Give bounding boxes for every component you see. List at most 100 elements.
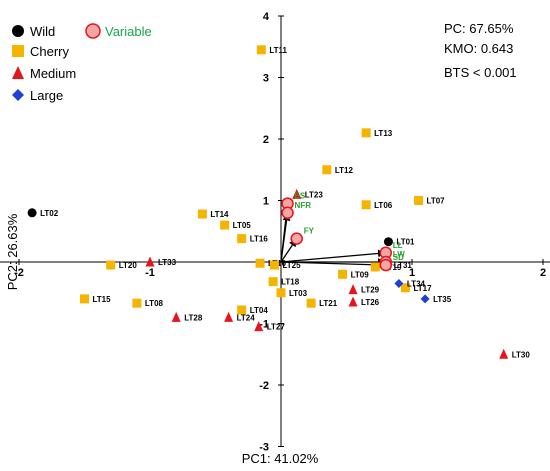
point-marker-lt08 (132, 298, 142, 308)
legend-label: Large (30, 88, 63, 103)
point-marker-lt05 (220, 220, 230, 230)
point-label: LT25 (282, 261, 301, 270)
point-label: LT33 (158, 258, 177, 267)
point-marker-lt24 (224, 311, 234, 322)
point-label: LT16 (250, 235, 269, 244)
stat-kmo: KMO: 0.643 (444, 41, 513, 56)
point-label: LT24 (237, 313, 256, 322)
y-axis-title: PC2: 26.63% (5, 213, 20, 290)
point-label: LT17 (413, 284, 432, 293)
point-label: LT06 (374, 201, 393, 210)
point-marker-lt29 (348, 284, 358, 295)
y-tick-label: 3 (263, 73, 269, 85)
point-label: LT30 (512, 350, 531, 359)
y-tick-label: -1 (259, 319, 269, 331)
variable-marker-sd (379, 258, 393, 272)
point-label: LT07 (427, 197, 446, 206)
point-label: LT04 (250, 306, 269, 315)
y-tick-label: -3 (259, 442, 269, 454)
point-label: LT21 (319, 299, 338, 308)
point-label: LT05 (233, 221, 252, 230)
point-label: LT13 (374, 129, 393, 138)
point-marker-lt13 (361, 128, 371, 138)
legend-marker-cherry (12, 45, 24, 57)
legend-marker-wild (12, 25, 24, 37)
variable-label: NFR (295, 201, 312, 210)
legend: Wild Cherry Medium Large Variable (12, 23, 152, 103)
variable-arrow (280, 212, 291, 263)
legend-label: Wild (30, 24, 55, 39)
y-tick-group: 4 3 2 1 -1 -2 -3 (259, 11, 284, 454)
point-marker-lt15 (80, 294, 89, 304)
point-label: LT01 (396, 238, 415, 247)
point-marker-lt26 (348, 296, 358, 307)
stat-pc: PC: 67.65% (444, 21, 514, 36)
point-label: LT26 (361, 298, 380, 307)
point-marker-lt33 (145, 256, 155, 267)
variable-label: FY (304, 227, 315, 236)
point-marker-lt01 (383, 237, 393, 247)
point-marker-lt21 (306, 298, 316, 308)
variable-arrow (280, 249, 386, 263)
point-label: LT09 (351, 270, 370, 279)
point-marker-lt20 (106, 260, 116, 270)
point-label: LT34 (407, 280, 426, 289)
point-marker-lt04 (237, 305, 247, 315)
variable-label: LL (393, 241, 403, 250)
x-axis-title: PC1: 41.02% (242, 451, 319, 466)
x-tick-label: -1 (145, 267, 155, 279)
legend-marker-large (12, 89, 24, 101)
point-label: LT14 (210, 210, 229, 219)
point-marker-lt34 (394, 279, 404, 289)
point-marker-lt27 (254, 321, 264, 332)
point-marker-lt03 (276, 288, 286, 298)
observation-points: LT02 LT01 LT11 LT13 LT12 LT07 LT06 LT14 LT05 LT16… (27, 45, 531, 359)
point-marker-lt09 (338, 269, 348, 279)
point-label: LT31 (394, 261, 413, 270)
point-label: LT23 (305, 190, 324, 199)
point-label: LT27 (267, 323, 286, 332)
variable-marker-fy (290, 232, 303, 245)
point-marker-lt12 (322, 165, 332, 175)
point-marker-lt10 (255, 258, 265, 268)
point-marker-lt06 (361, 200, 371, 210)
point-label: LT12 (335, 166, 354, 175)
legend-label: Cherry (30, 44, 70, 59)
point-label: LT28 (184, 313, 203, 322)
x-tick-label: -2 (14, 267, 24, 279)
point-marker-lt19 (370, 262, 380, 272)
y-tick-label: 1 (263, 196, 269, 208)
variable-label: ES (295, 192, 306, 201)
stat-bts: BTS < 0.001 (444, 65, 517, 80)
legend-marker-medium (12, 66, 24, 79)
point-label: LT35 (433, 295, 452, 304)
variable-arrows (280, 203, 386, 269)
point-label: LT29 (361, 286, 380, 295)
variable-label: SD (393, 253, 404, 262)
x-tick-label: 1 (409, 267, 415, 279)
point-marker-lt28 (171, 311, 181, 322)
point-marker-lt30 (499, 348, 509, 359)
y-tick-label: -2 (259, 380, 269, 392)
legend-marker-variable (85, 23, 101, 39)
variable-label: LW (393, 250, 405, 259)
point-marker-lt35 (420, 294, 430, 304)
point-marker-lt02 (27, 208, 37, 218)
legend-label: Variable (105, 24, 152, 39)
point-label: LT19 (383, 263, 402, 272)
point-marker-lt11 (256, 45, 266, 55)
point-marker-lt23 (292, 188, 302, 199)
point-label: LT15 (93, 295, 112, 304)
variable-arrow (280, 260, 386, 269)
point-marker-lt14 (197, 209, 207, 219)
point-marker-lt18 (268, 277, 278, 287)
legend-label: Medium (30, 66, 76, 81)
point-marker-lt17 (400, 283, 410, 293)
point-marker-lt25 (269, 260, 279, 270)
y-tick-label: 2 (263, 134, 269, 146)
point-label: LT02 (40, 209, 59, 218)
y-tick-label: 4 (263, 11, 270, 23)
point-marker-lt07 (414, 196, 424, 205)
point-marker-lt16 (237, 234, 247, 244)
